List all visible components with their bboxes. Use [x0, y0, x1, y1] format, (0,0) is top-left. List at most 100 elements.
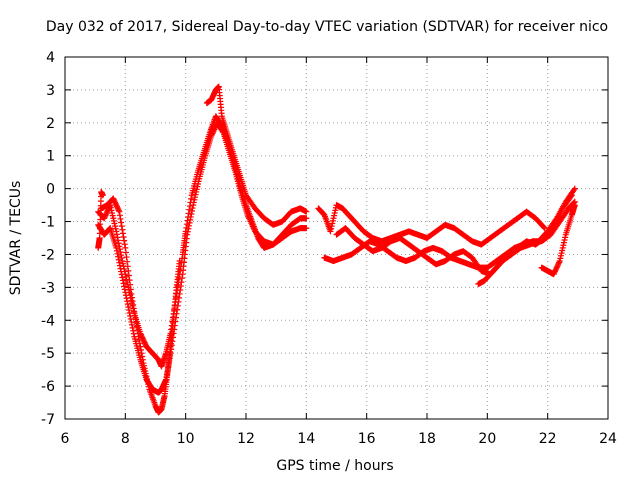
data-point — [118, 252, 125, 259]
data-point — [128, 297, 135, 304]
data-point — [144, 375, 151, 382]
x-tick-label: 22 — [539, 431, 557, 447]
data-point — [115, 240, 122, 247]
data-point — [554, 261, 561, 268]
data-point — [144, 378, 151, 385]
data-point — [135, 333, 142, 340]
data-point — [122, 273, 129, 280]
data-point — [330, 215, 337, 222]
y-tick-label: 2 — [46, 116, 55, 132]
series-track-3 — [98, 195, 183, 416]
data-point — [176, 290, 183, 297]
data-point — [106, 225, 113, 232]
data-point — [127, 281, 134, 288]
data-point — [551, 268, 558, 275]
data-point — [143, 373, 150, 380]
data-point — [303, 225, 310, 232]
data-point — [129, 298, 136, 305]
data-point — [107, 204, 114, 211]
data-point — [128, 318, 135, 325]
data-point — [559, 244, 566, 251]
x-tick-label: 6 — [61, 431, 70, 447]
data-point — [121, 237, 128, 244]
data-point — [124, 301, 131, 308]
data-point — [191, 196, 198, 203]
data-point — [115, 253, 122, 260]
data-point — [185, 225, 192, 232]
data-point — [131, 312, 138, 319]
y-tick-label: -1 — [41, 215, 55, 231]
data-point — [121, 286, 128, 293]
data-point — [192, 191, 199, 198]
y-tick-label: -7 — [41, 412, 55, 428]
data-point — [571, 185, 578, 192]
data-point — [114, 204, 121, 211]
data-point — [184, 228, 191, 235]
data-point — [118, 271, 125, 278]
data-point — [124, 263, 131, 270]
data-point — [551, 269, 558, 276]
x-tick-label: 10 — [177, 431, 195, 447]
x-tick-label: 24 — [599, 431, 617, 447]
data-point — [120, 234, 127, 241]
data-point — [331, 209, 338, 216]
data-point — [130, 327, 137, 334]
data-point — [141, 365, 148, 372]
data-point — [195, 181, 202, 188]
data-point — [110, 196, 117, 203]
series-track-10 — [95, 188, 328, 261]
data-point — [190, 199, 197, 206]
data-point — [114, 250, 121, 257]
data-point — [138, 350, 145, 357]
data-point — [135, 330, 142, 337]
data-point — [128, 321, 135, 328]
data-point — [552, 267, 559, 274]
data-point — [132, 316, 139, 323]
data-point — [554, 263, 561, 270]
data-point — [122, 249, 129, 256]
data-point — [128, 290, 135, 297]
data-point — [116, 208, 123, 215]
y-tick-label: 1 — [46, 149, 55, 165]
data-point — [133, 323, 140, 330]
series-track-2 — [95, 119, 310, 396]
data-point — [124, 298, 131, 305]
data-point — [187, 213, 194, 220]
data-point — [139, 353, 146, 360]
data-point — [176, 258, 183, 265]
data-point — [119, 260, 126, 267]
data-point — [141, 338, 148, 345]
data-point — [103, 209, 110, 216]
data-point — [102, 212, 109, 219]
data-point — [139, 334, 146, 341]
data-point — [137, 343, 144, 350]
data-point — [116, 212, 123, 219]
data-point — [303, 215, 310, 222]
data-point — [555, 260, 562, 267]
data-point — [139, 335, 146, 342]
data-point — [571, 202, 578, 209]
data-point — [145, 381, 152, 388]
data-point — [186, 206, 193, 213]
data-point — [141, 362, 148, 369]
data-point — [125, 267, 132, 274]
data-point — [553, 264, 560, 271]
data-point — [329, 217, 336, 224]
data-point — [115, 206, 122, 213]
data-point — [188, 210, 195, 217]
data-point — [177, 283, 184, 290]
data-point — [118, 223, 125, 230]
data-point — [125, 272, 132, 279]
data-point — [115, 256, 122, 263]
x-tick-label: 8 — [121, 431, 130, 447]
data-point — [142, 367, 149, 374]
data-point — [110, 195, 117, 202]
series-track-9 — [538, 202, 578, 278]
data-point — [118, 255, 125, 262]
data-point — [193, 188, 200, 195]
data-point — [128, 294, 135, 301]
data-point — [179, 275, 186, 282]
y-tick-label: 0 — [46, 182, 55, 198]
data-point — [562, 234, 569, 241]
